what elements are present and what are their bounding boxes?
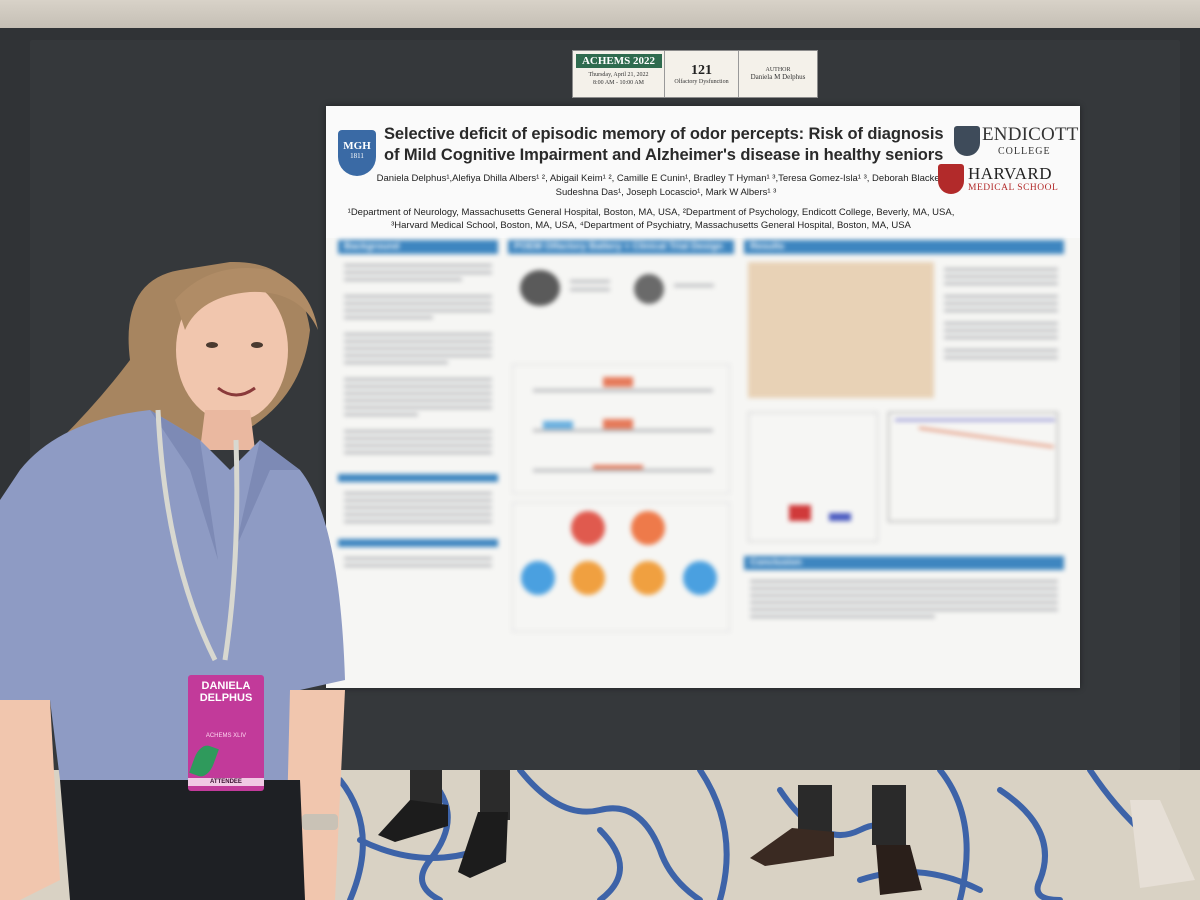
placard-author-label: AUTHOR	[765, 67, 791, 73]
presenter-figure	[0, 261, 345, 900]
poster-affil-line2: ³Harvard Medical School, Boston, MA, USA…	[391, 220, 911, 232]
design-flowchart	[512, 364, 730, 494]
section-header-conclusion: Conclusion	[744, 556, 1064, 570]
endicott-logo: ENDICOTT COLLEGE	[954, 124, 1078, 160]
placard-topic: Olfactory Dysfunction	[674, 79, 729, 85]
mgh-logo: MGH 1811	[338, 130, 376, 176]
design-diagram	[512, 502, 730, 632]
poster-affil-line1: ¹Department of Neurology, Massachusetts …	[347, 207, 955, 218]
section-header-results: Results	[744, 240, 1064, 254]
poster-affiliations: ¹Department of Neurology, Massachusetts …	[336, 206, 966, 233]
poster-header: MGH 1811 Selective deficit of episodic m…	[326, 106, 1080, 238]
badge-name: DANIELA DELPHUS	[188, 680, 264, 704]
results-figures	[744, 406, 1064, 556]
poster-authors-line2: Sudeshna Das¹, Joseph Locascio¹, Mark W …	[555, 186, 777, 198]
placard-date: Thursday, April 21, 2022 8:00 AM - 10:00…	[588, 72, 648, 87]
placard-author: Daniela M Delphus	[750, 73, 806, 81]
badge-role: ATTENDEE	[188, 778, 264, 786]
badge-first-name: DANIELA	[201, 680, 251, 692]
placard-number: 121	[691, 63, 712, 78]
poster-title: Selective deficit of episodic memory of …	[384, 124, 954, 167]
mgh-logo-text: MGH	[343, 140, 371, 152]
placard-conference: ACHEMS 2022	[575, 54, 662, 68]
harvard-shield-icon	[938, 164, 964, 194]
section-header-background: Background	[338, 240, 498, 254]
harvard-logo: HARVARD MEDICAL SCHOOL	[938, 164, 1078, 198]
poster-title-line1: Selective deficit of episodic memory of …	[384, 125, 944, 143]
placard-author-block: AUTHOR Daniela M Delphus	[739, 51, 817, 97]
placard-conference-block: ACHEMS 2022 Thursday, April 21, 2022 8:0…	[573, 51, 665, 97]
placard-date-day: Thursday, April 21, 2022	[588, 72, 649, 78]
poster-results-column: Results Conclusion	[744, 240, 1064, 680]
results-survival-figure	[888, 412, 1058, 522]
results-bar-figure	[748, 412, 878, 542]
design-figure-top	[508, 254, 734, 364]
poster-authors: Daniela Delphus¹,Alefiya Dhilla Albers¹ …	[366, 172, 966, 200]
research-poster: MGH 1811 Selective deficit of episodic m…	[326, 106, 1080, 688]
placard-number-block: 121 Olfactory Dysfunction	[665, 51, 739, 97]
placard-date-time: 8:00 AM - 10:00 AM	[592, 79, 644, 86]
poster-background-column: Background	[338, 240, 498, 680]
poster-design-column: POEM Olfactory Battery + Clinical Trial …	[508, 240, 734, 680]
poster-authors-line1: Daniela Delphus¹,Alefiya Dhilla Albers¹ …	[376, 173, 956, 184]
mgh-logo-year: 1811	[350, 152, 364, 160]
harvard-logo-name: HARVARD	[968, 164, 1053, 183]
presenter	[0, 260, 360, 900]
leaf-icon	[189, 742, 219, 780]
results-top	[744, 254, 1064, 406]
endicott-logo-name: ENDICOTT	[982, 124, 1079, 145]
wristwatch	[302, 814, 338, 830]
badge-last-name: DELPHUS	[199, 691, 253, 704]
results-text	[938, 254, 1064, 406]
badge-event: ACHEMS XLIV	[205, 733, 247, 739]
background-text-block	[338, 254, 498, 464]
name-badge: DANIELA DELPHUS ACHEMS XLIV ATTENDEE	[188, 675, 264, 791]
harvard-logo-sub: MEDICAL SCHOOL	[968, 183, 1059, 193]
section-header-references	[338, 539, 498, 547]
results-table	[748, 262, 934, 398]
poster-title-line2: of Mild Cognitive Impairment and Alzheim…	[384, 146, 944, 165]
endicott-logo-sub: COLLEGE	[998, 146, 1051, 157]
section-header-design: POEM Olfactory Battery + Clinical Trial …	[508, 240, 734, 254]
section-header-methods	[338, 474, 498, 482]
conclusion-text	[744, 570, 1064, 628]
endicott-shield-icon	[954, 126, 980, 156]
session-placard: ACHEMS 2022 Thursday, April 21, 2022 8:0…	[572, 50, 818, 98]
